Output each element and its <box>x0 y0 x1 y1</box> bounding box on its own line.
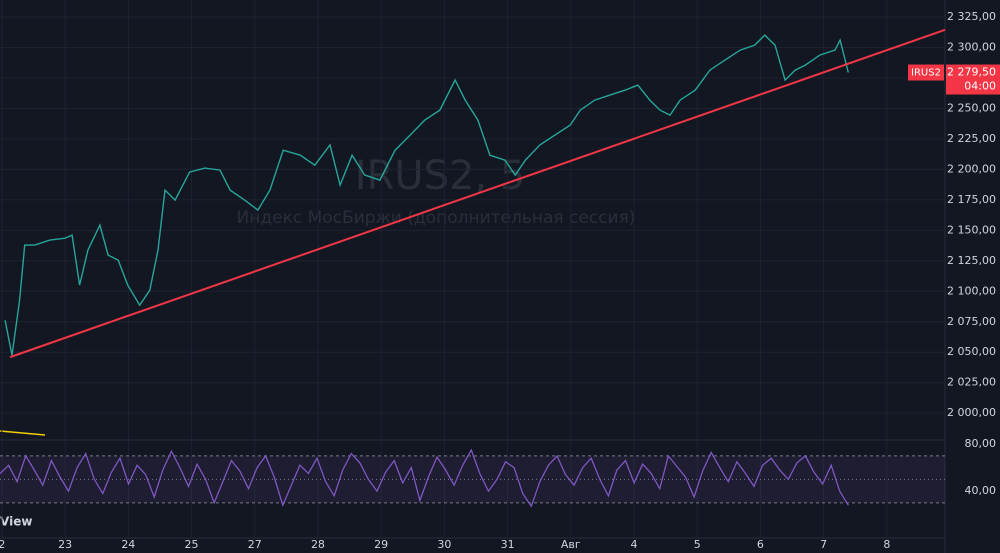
x-tick-label: 7 <box>820 538 827 551</box>
y-tick-label: 2 225,00 <box>947 132 996 145</box>
y-tick-label: 2 100,00 <box>947 284 996 297</box>
indicator-line <box>0 430 46 436</box>
y-tick-label: 2 125,00 <box>947 254 996 267</box>
y-tick-label: 2 300,00 <box>947 41 996 54</box>
x-tick-label: 29 <box>374 538 388 551</box>
watermark-subtitle: Индекс МосБиржи (дополнительная сессия) <box>237 208 636 228</box>
x-tick-label: 5 <box>694 538 701 551</box>
y-tick-label: 2 175,00 <box>947 193 996 206</box>
y-tick-label: 2 250,00 <box>947 101 996 114</box>
y-tick-label: 2 200,00 <box>947 162 996 175</box>
x-tick-label: 24 <box>121 538 135 551</box>
x-tick-label: 4 <box>631 538 638 551</box>
y-tick-label: 2 025,00 <box>947 376 996 389</box>
x-tick-label: 8 <box>883 538 890 551</box>
y-tick-label: 2 075,00 <box>947 315 996 328</box>
y-tick-label: 2 050,00 <box>947 345 996 358</box>
y-tick-label: 2 150,00 <box>947 223 996 236</box>
x-tick-label: 28 <box>311 538 325 551</box>
x-tick-label: 6 <box>757 538 764 551</box>
x-tick-label: 27 <box>248 538 262 551</box>
rsi-tick-label: 40,00 <box>965 484 997 497</box>
ticker-tag <box>908 64 944 81</box>
y-tick-label: 2 325,00 <box>947 10 996 23</box>
y-tick-label: 2 000,00 <box>947 406 996 419</box>
x-tick-label: 31 <box>501 538 515 551</box>
x-tick-label: 25 <box>185 538 199 551</box>
trendline <box>9 28 946 359</box>
ticker-label: IRUS2 <box>911 68 941 79</box>
price-line <box>4 34 849 356</box>
countdown: 04:00 <box>964 80 996 93</box>
x-tick-label: 23 <box>58 538 72 551</box>
rsi-tick-label: 80,00 <box>965 437 997 450</box>
rsi-line <box>0 448 849 508</box>
x-tick-label: Авг <box>561 538 581 551</box>
last-price-label: 2 279,50 <box>947 66 996 79</box>
last-price-marker <box>946 64 1000 95</box>
x-tick-label: 2 <box>0 538 5 551</box>
x-tick-label: 30 <box>437 538 451 551</box>
brand: View <box>0 515 32 529</box>
watermark: IRUS2, 5 <box>355 153 526 199</box>
